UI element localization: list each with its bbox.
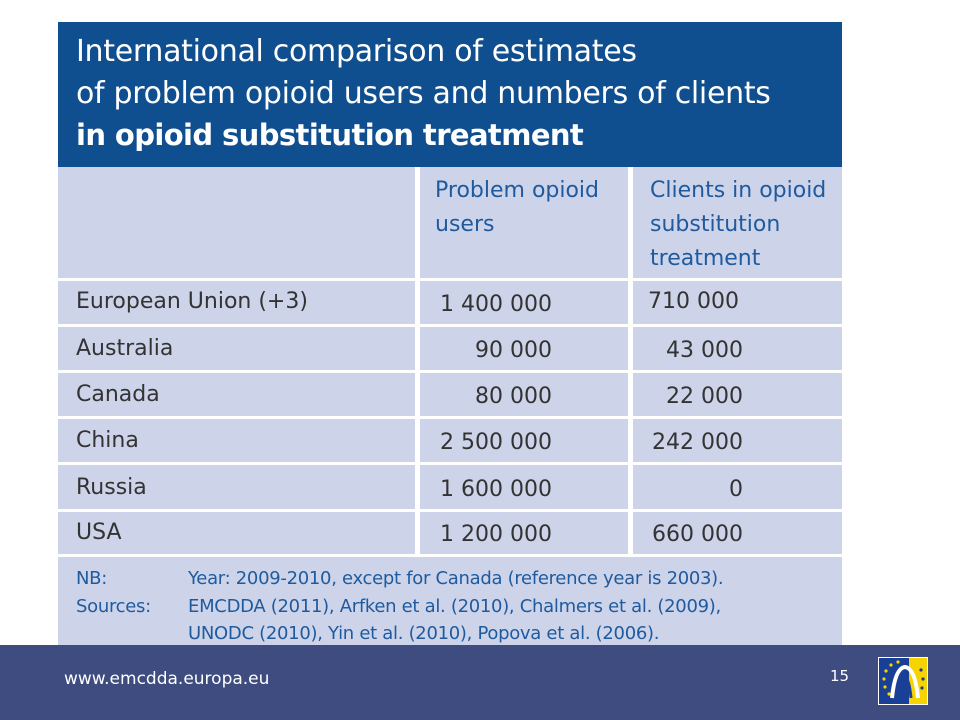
row-country-australia: Australia [76, 336, 174, 361]
sources-line-2: UNODC (2010), Yin et al. (2010), Popova … [188, 623, 660, 644]
footer-bar: www.emcdda.europa.eu 15 [0, 645, 960, 720]
column-header-line: users [435, 212, 495, 237]
row-country-usa: USA [76, 520, 122, 545]
title-banner: International comparison of estimates of… [58, 22, 842, 167]
row-country-russia: Russia [76, 475, 147, 500]
row-users-russia: 1 600 000 [440, 477, 552, 502]
row-divider [58, 370, 842, 373]
row-country-china: China [76, 428, 139, 453]
title-line-2: of problem opioid users and numbers of c… [76, 76, 771, 111]
nb-label: NB: [76, 568, 107, 589]
column-header-line: Clients in opioid [650, 178, 827, 203]
row-users-eu: 1 400 000 [440, 292, 552, 317]
row-clients-eu: 710 000 [648, 289, 739, 314]
title-line-1: International comparison of estimates [76, 34, 637, 69]
row-country-canada: Canada [76, 382, 160, 407]
row-divider [58, 416, 842, 419]
sources-label: Sources: [76, 596, 151, 617]
emcdda-logo [878, 657, 928, 705]
row-divider [58, 462, 842, 465]
row-users-usa: 1 200 000 [440, 522, 552, 547]
column-header-line: substitution [650, 212, 781, 237]
row-clients-australia: 43 000 [666, 338, 743, 363]
column-header-problem-users: Problem opioid users [435, 174, 599, 242]
column-header-clients-treatment: Clients in opioid substitution treatment [650, 174, 826, 276]
row-clients-usa: 660 000 [652, 522, 743, 547]
column-header-line: Problem opioid [435, 178, 600, 203]
title-line-3: in opioid substitution treatment [76, 118, 584, 152]
nb-text: Year: 2009-2010, except for Canada (refe… [188, 568, 724, 589]
page-number: 15 [830, 667, 850, 685]
column-header-line: treatment [650, 246, 761, 271]
row-divider [58, 509, 842, 512]
row-users-australia: 90 000 [475, 338, 552, 363]
row-country-eu: European Union (+3) [76, 289, 308, 314]
row-clients-canada: 22 000 [666, 384, 743, 409]
row-users-canada: 80 000 [475, 384, 552, 409]
row-divider [58, 278, 842, 281]
row-divider [58, 324, 842, 327]
column-divider [628, 167, 633, 555]
opioid-comparison-table-panel: International comparison of estimates of… [58, 22, 842, 650]
emcdda-logo-icon [882, 658, 927, 704]
row-divider [58, 554, 842, 557]
column-divider [415, 167, 420, 555]
row-clients-russia: 0 [729, 477, 743, 502]
row-users-china: 2 500 000 [440, 430, 552, 455]
sources-line-1: EMCDDA (2011), Arfken et al. (2010), Cha… [188, 596, 721, 617]
row-clients-china: 242 000 [652, 430, 743, 455]
website-link[interactable]: www.emcdda.europa.eu [64, 669, 270, 689]
